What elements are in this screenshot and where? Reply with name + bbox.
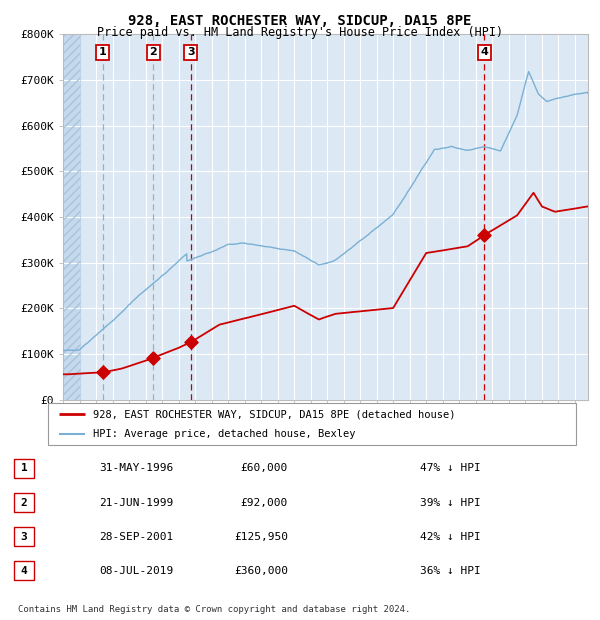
Text: 28-SEP-2001: 28-SEP-2001 <box>99 531 173 542</box>
Text: 1: 1 <box>99 47 107 58</box>
Text: 31-MAY-1996: 31-MAY-1996 <box>99 463 173 474</box>
Text: 2: 2 <box>20 497 28 508</box>
Text: 928, EAST ROCHESTER WAY, SIDCUP, DA15 8PE (detached house): 928, EAST ROCHESTER WAY, SIDCUP, DA15 8P… <box>93 409 455 419</box>
Bar <box>63 34 80 400</box>
Point <box>98 368 107 378</box>
Text: 928, EAST ROCHESTER WAY, SIDCUP, DA15 8PE: 928, EAST ROCHESTER WAY, SIDCUP, DA15 8P… <box>128 14 472 28</box>
Text: £92,000: £92,000 <box>241 497 288 508</box>
Text: 4: 4 <box>481 47 488 58</box>
Bar <box>63 34 80 400</box>
Text: £60,000: £60,000 <box>241 463 288 474</box>
Text: Contains HM Land Registry data © Crown copyright and database right 2024.: Contains HM Land Registry data © Crown c… <box>18 605 410 614</box>
Text: 21-JUN-1999: 21-JUN-1999 <box>99 497 173 508</box>
Text: 47% ↓ HPI: 47% ↓ HPI <box>420 463 481 474</box>
Text: 08-JUL-2019: 08-JUL-2019 <box>99 565 173 576</box>
Text: 1: 1 <box>20 463 28 474</box>
Text: 42% ↓ HPI: 42% ↓ HPI <box>420 531 481 542</box>
Text: £125,950: £125,950 <box>234 531 288 542</box>
FancyBboxPatch shape <box>48 403 576 445</box>
Text: £360,000: £360,000 <box>234 565 288 576</box>
Text: 39% ↓ HPI: 39% ↓ HPI <box>420 497 481 508</box>
Text: 4: 4 <box>20 565 28 576</box>
Text: HPI: Average price, detached house, Bexley: HPI: Average price, detached house, Bexl… <box>93 429 355 439</box>
Point <box>479 231 489 241</box>
Point <box>186 337 196 347</box>
Text: 3: 3 <box>20 531 28 542</box>
Text: 36% ↓ HPI: 36% ↓ HPI <box>420 565 481 576</box>
Text: Price paid vs. HM Land Registry's House Price Index (HPI): Price paid vs. HM Land Registry's House … <box>97 26 503 39</box>
Text: 3: 3 <box>187 47 194 58</box>
Text: 2: 2 <box>149 47 157 58</box>
Point <box>149 353 158 363</box>
